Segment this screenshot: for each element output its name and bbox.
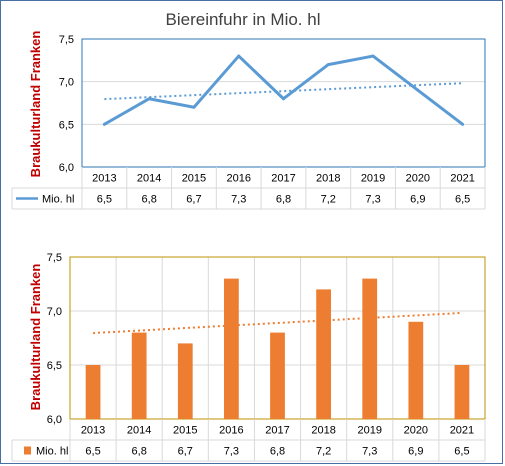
legend-label: Mio. hl: [42, 194, 74, 206]
x-tick-label: 2018: [311, 425, 335, 437]
bar-chart: Braukulturland Franken 6,0 6,5 7,0 7,5 2013 6…: [11, 252, 486, 462]
data-table-value: 6,9: [410, 194, 425, 206]
data-point: [416, 88, 420, 92]
x-tick-label: 2014: [127, 425, 151, 437]
data-table-value: 6,5: [97, 194, 112, 206]
line-chart: Biereinfuhr in Mio. hl Braukulturland Fr…: [11, 10, 486, 210]
y-tick-label: 7,5: [47, 252, 62, 264]
data-table-value: 6,5: [455, 194, 470, 206]
x-tick-label: 2013: [81, 425, 105, 437]
x-tick-label: 2013: [92, 173, 116, 185]
data-point: [282, 97, 285, 101]
data-table-value: 7,3: [365, 194, 380, 206]
bar: [270, 332, 285, 419]
data-point: [371, 54, 375, 58]
legend-label: Mio. hl: [36, 446, 68, 458]
plot-area: [81, 38, 486, 168]
y-tick-label: 7,0: [59, 77, 74, 89]
x-tick-label: 2018: [316, 173, 340, 185]
legend-key: [24, 446, 31, 455]
bar: [454, 365, 470, 419]
data-point: [326, 63, 330, 67]
bar: [408, 321, 424, 419]
x-tick-label: 2016: [219, 425, 243, 437]
data-table-value: 6,9: [408, 446, 423, 458]
data-table-value: 7,2: [316, 446, 331, 458]
data-point: [237, 54, 241, 58]
data-table-value: 7,3: [224, 446, 239, 458]
y-tick-label: 6,5: [47, 360, 62, 372]
data-table-value: 6,7: [186, 194, 201, 206]
bar: [177, 343, 193, 419]
bar: [316, 289, 331, 419]
data-table-value: 6,8: [270, 446, 285, 458]
x-tick-label: 2020: [406, 173, 430, 185]
x-tick-label: 2016: [226, 173, 250, 185]
data-table-value: 6,5: [85, 446, 100, 458]
data-table-value: 7,3: [231, 194, 246, 206]
data-table-value: 6,8: [132, 446, 147, 458]
bar: [362, 278, 378, 419]
bar: [131, 332, 147, 419]
series-line: [103, 54, 464, 126]
x-tick-label: 2021: [450, 173, 474, 185]
y-tick-label: 7,0: [47, 306, 62, 318]
data-point: [461, 122, 465, 126]
x-tick-label: 2019: [357, 425, 381, 437]
data-table-value: 7,3: [362, 446, 377, 458]
x-tick-label: 2019: [361, 173, 385, 185]
data-table-value: 6,7: [178, 446, 193, 458]
x-tick-label: 2015: [173, 425, 197, 437]
trendline: [93, 311, 462, 335]
x-tick-label: 2017: [265, 425, 289, 437]
y-tick-label: 6,5: [59, 119, 74, 131]
bar: [85, 365, 101, 419]
chart-title: Biereinfuhr in Mio. hl: [166, 10, 321, 29]
data-table-value: 6,8: [142, 194, 157, 206]
bar: [224, 278, 239, 419]
data-point: [102, 122, 106, 126]
y-tick-label: 6,0: [47, 414, 62, 426]
data-table-value: 7,2: [321, 194, 336, 206]
y-axis-label: Braukulturland Franken: [28, 264, 43, 411]
x-tick-label: 2021: [450, 425, 474, 437]
y-tick-label: 7,5: [59, 34, 74, 46]
data-table-value: 6,5: [454, 446, 469, 458]
x-tick-label: 2014: [137, 173, 161, 185]
y-axis-label: Braukulturland Franken: [28, 31, 43, 178]
y-tick-label: 6,0: [59, 162, 74, 174]
x-tick-label: 2020: [404, 425, 428, 437]
data-table-value: 6,8: [276, 194, 291, 206]
x-tick-label: 2017: [271, 173, 295, 185]
data-point: [192, 105, 196, 109]
x-tick-label: 2015: [182, 173, 206, 185]
